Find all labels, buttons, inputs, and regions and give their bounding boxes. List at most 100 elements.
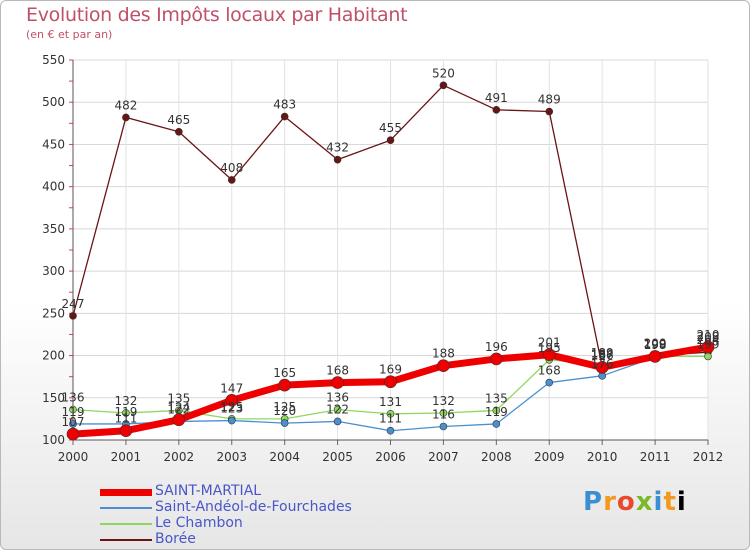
data-label-s0: 201 [538, 336, 561, 350]
data-point-s3 [545, 107, 554, 116]
data-label-s3: 455 [379, 121, 402, 135]
data-label-s0: 188 [432, 347, 455, 361]
data-point-s3 [69, 312, 77, 320]
legend-swatch [100, 523, 152, 525]
data-label-s1: 119 [114, 405, 137, 419]
legend-item: Saint-Andéol-de-Fourchades [100, 499, 420, 516]
data-label-s2: 125 [220, 400, 243, 414]
data-label-s1: 176 [591, 357, 614, 371]
data-label-s0: 169 [379, 363, 402, 377]
data-label-s1: 116 [432, 407, 455, 421]
data-label-s0: 124 [167, 401, 190, 415]
data-label-s1: 122 [167, 402, 190, 416]
legend-swatch [100, 489, 152, 496]
data-point-s0 [701, 340, 715, 354]
x-tick-label: 2000 [58, 450, 89, 464]
logo-letter: i [676, 487, 687, 517]
data-label-s2: 136 [62, 391, 85, 405]
data-point-s2 [492, 406, 501, 415]
data-point-s2 [439, 409, 448, 417]
legend-swatch [100, 539, 152, 541]
data-point-s3 [439, 81, 448, 90]
data-label-s1: 208 [697, 330, 720, 344]
data-label-s0: 111 [114, 412, 137, 426]
data-point-s1 [280, 419, 289, 427]
data-point-s0 [278, 378, 291, 392]
data-point-s0 [66, 427, 80, 441]
data-point-s3 [492, 106, 501, 114]
data-label-s0: 186 [591, 348, 614, 362]
data-point-s0 [595, 361, 609, 374]
data-label-s3: 187 [591, 348, 614, 362]
data-point-s0 [384, 375, 397, 389]
data-label-s3: 200 [644, 337, 667, 351]
data-label-s3: 465 [167, 113, 190, 127]
data-point-s1 [386, 426, 395, 435]
data-label-s2: 132 [432, 394, 455, 408]
data-label-s3: 483 [273, 98, 296, 112]
x-tick-label: 2001 [111, 450, 142, 464]
y-tick-label: 150 [42, 391, 65, 405]
data-label-s3: 520 [432, 66, 455, 80]
data-point-s0 [490, 352, 503, 366]
x-tick-label: 2012 [693, 450, 724, 464]
data-point-s3 [333, 155, 342, 164]
data-point-s1 [333, 417, 342, 426]
x-tick-label: 2006 [375, 450, 406, 464]
data-point-s0 [648, 350, 662, 363]
data-label-s0: 196 [485, 340, 508, 354]
data-point-s1 [69, 420, 77, 428]
x-tick-label: 2005 [322, 450, 353, 464]
x-tick-label: 2002 [164, 450, 195, 464]
y-tick-label: 500 [42, 95, 65, 109]
data-label-s1: 168 [538, 364, 561, 378]
legend-item: SAINT-MARTIAL [100, 483, 420, 500]
data-label-s3: 204 [697, 333, 720, 347]
legend-label: Le Chambon [155, 515, 243, 531]
logo-letter: r [603, 487, 617, 517]
data-label-s1: 122 [326, 402, 349, 416]
data-point-s2 [333, 405, 342, 414]
data-label-s1: 123 [220, 402, 243, 416]
data-point-s3 [227, 176, 236, 184]
y-tick-label: 400 [42, 180, 65, 194]
data-label-s1: 120 [273, 404, 296, 418]
data-label-s1: 111 [379, 412, 402, 426]
proxiti-logo: Proxiti [583, 487, 687, 517]
data-point-s2 [122, 409, 130, 417]
data-label-s0: 168 [326, 364, 349, 378]
data-label-s1: 119 [485, 405, 508, 419]
legend-swatch [100, 507, 152, 509]
data-label-s3: 247 [62, 297, 85, 311]
data-label-s2: 195 [538, 341, 561, 355]
data-label-s3: 489 [538, 93, 561, 107]
data-label-s2: 135 [485, 391, 508, 405]
data-point-s0 [172, 413, 186, 427]
data-point-s3 [175, 127, 183, 136]
y-tick-label: 250 [42, 306, 65, 320]
data-label-s2: 199 [644, 337, 667, 351]
x-tick-label: 2011 [640, 450, 671, 464]
y-tick-label: 550 [42, 53, 65, 67]
data-label-s1: 198 [644, 338, 667, 352]
data-label-s0: 199 [644, 337, 667, 351]
y-tick-label: 350 [42, 222, 65, 236]
data-label-s2: 132 [114, 394, 137, 408]
data-point-s1 [227, 416, 236, 425]
data-label-s2: 189 [591, 346, 614, 360]
legend-label: Borée [155, 531, 196, 547]
x-tick-label: 2008 [481, 450, 512, 464]
logo-letter: t [663, 487, 677, 517]
chart-title: Evolution des Impôts locaux par Habitant [26, 4, 408, 26]
data-point-s2 [69, 405, 77, 414]
logo-letter: i [653, 487, 664, 517]
legend-label: SAINT-MARTIAL [155, 483, 262, 499]
data-label-s2: 125 [273, 400, 296, 414]
data-label-s3: 491 [485, 91, 508, 105]
legend-item: Le Chambon [100, 515, 420, 532]
data-label-s0: 147 [220, 381, 243, 395]
data-label-s3: 432 [326, 141, 349, 155]
data-label-s0: 107 [62, 415, 85, 429]
x-tick-label: 2009 [534, 450, 565, 464]
y-tick-label: 300 [42, 264, 65, 278]
